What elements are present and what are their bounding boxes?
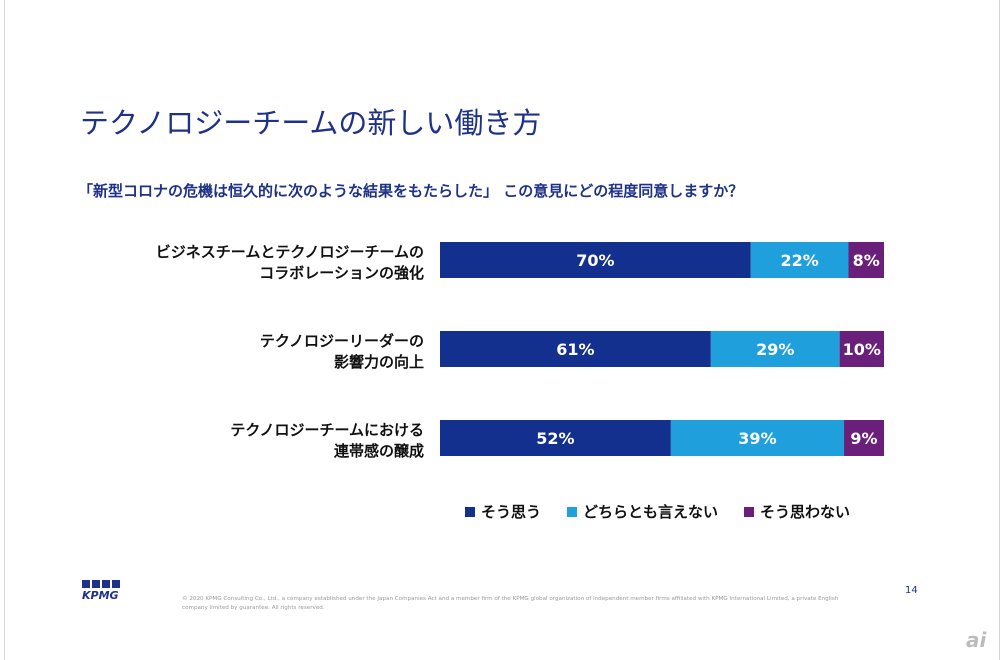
data-label-neutral: 39%	[738, 429, 776, 448]
kpmg-logo-text: KPMG	[82, 589, 119, 602]
bar-neutral	[710, 331, 840, 367]
data-label-agree: 61%	[556, 340, 594, 359]
category-label: テクノロジーリーダーの影響力の向上	[260, 332, 424, 371]
page-number: 14	[905, 585, 918, 596]
legend-label-disagree: そう思わない	[760, 503, 851, 521]
legend-swatch-agree	[465, 506, 475, 517]
bar-agree	[440, 420, 671, 456]
chart-legend: そう思う どちらとも言えない そう思わない	[465, 501, 850, 522]
survey-question: 「新型コロナの危機は恒久的に次のような結果をもたらした」 この意見にどの程度同意…	[78, 182, 744, 200]
legend-swatch-disagree	[744, 506, 755, 517]
bar-disagree	[848, 242, 884, 278]
legend-item-disagree: そう思わない	[744, 501, 850, 522]
data-label-neutral: 22%	[780, 251, 818, 270]
page-title: テクノロジーチームの新しい働き方	[80, 106, 542, 140]
bar-disagree	[839, 331, 884, 367]
data-label-disagree: 8%	[853, 251, 880, 270]
watermark-logo: ai	[966, 628, 987, 652]
legend-item-neutral: どちらとも言えない	[567, 501, 718, 522]
kpmg-logo: KPMG	[82, 580, 122, 602]
copyright-note: © 2020 KPMG Consulting Co., Ltd., a comp…	[182, 596, 839, 611]
bar-neutral	[670, 420, 845, 456]
legend-label-neutral: どちらとも言えない	[583, 503, 719, 521]
legend-label-agree: そう思う	[481, 503, 542, 521]
data-label-disagree: 10%	[843, 340, 881, 359]
bar-disagree	[844, 420, 884, 456]
kpmg-logo-boxes	[82, 580, 122, 588]
bar-neutral	[750, 242, 849, 278]
data-label-neutral: 29%	[756, 340, 794, 359]
legend-swatch-neutral	[567, 506, 578, 517]
bar-agree	[440, 331, 711, 367]
legend-item-agree: そう思う	[465, 501, 541, 522]
data-label-disagree: 9%	[850, 429, 877, 448]
data-label-agree: 52%	[536, 429, 574, 448]
category-label: ビジネスチームとテクノロジーチームのコラボレーションの強化	[156, 243, 424, 282]
category-label: テクノロジーチームにおける連帯感の醸成	[230, 421, 424, 460]
bar-agree	[440, 242, 751, 278]
data-label-agree: 70%	[576, 251, 614, 270]
